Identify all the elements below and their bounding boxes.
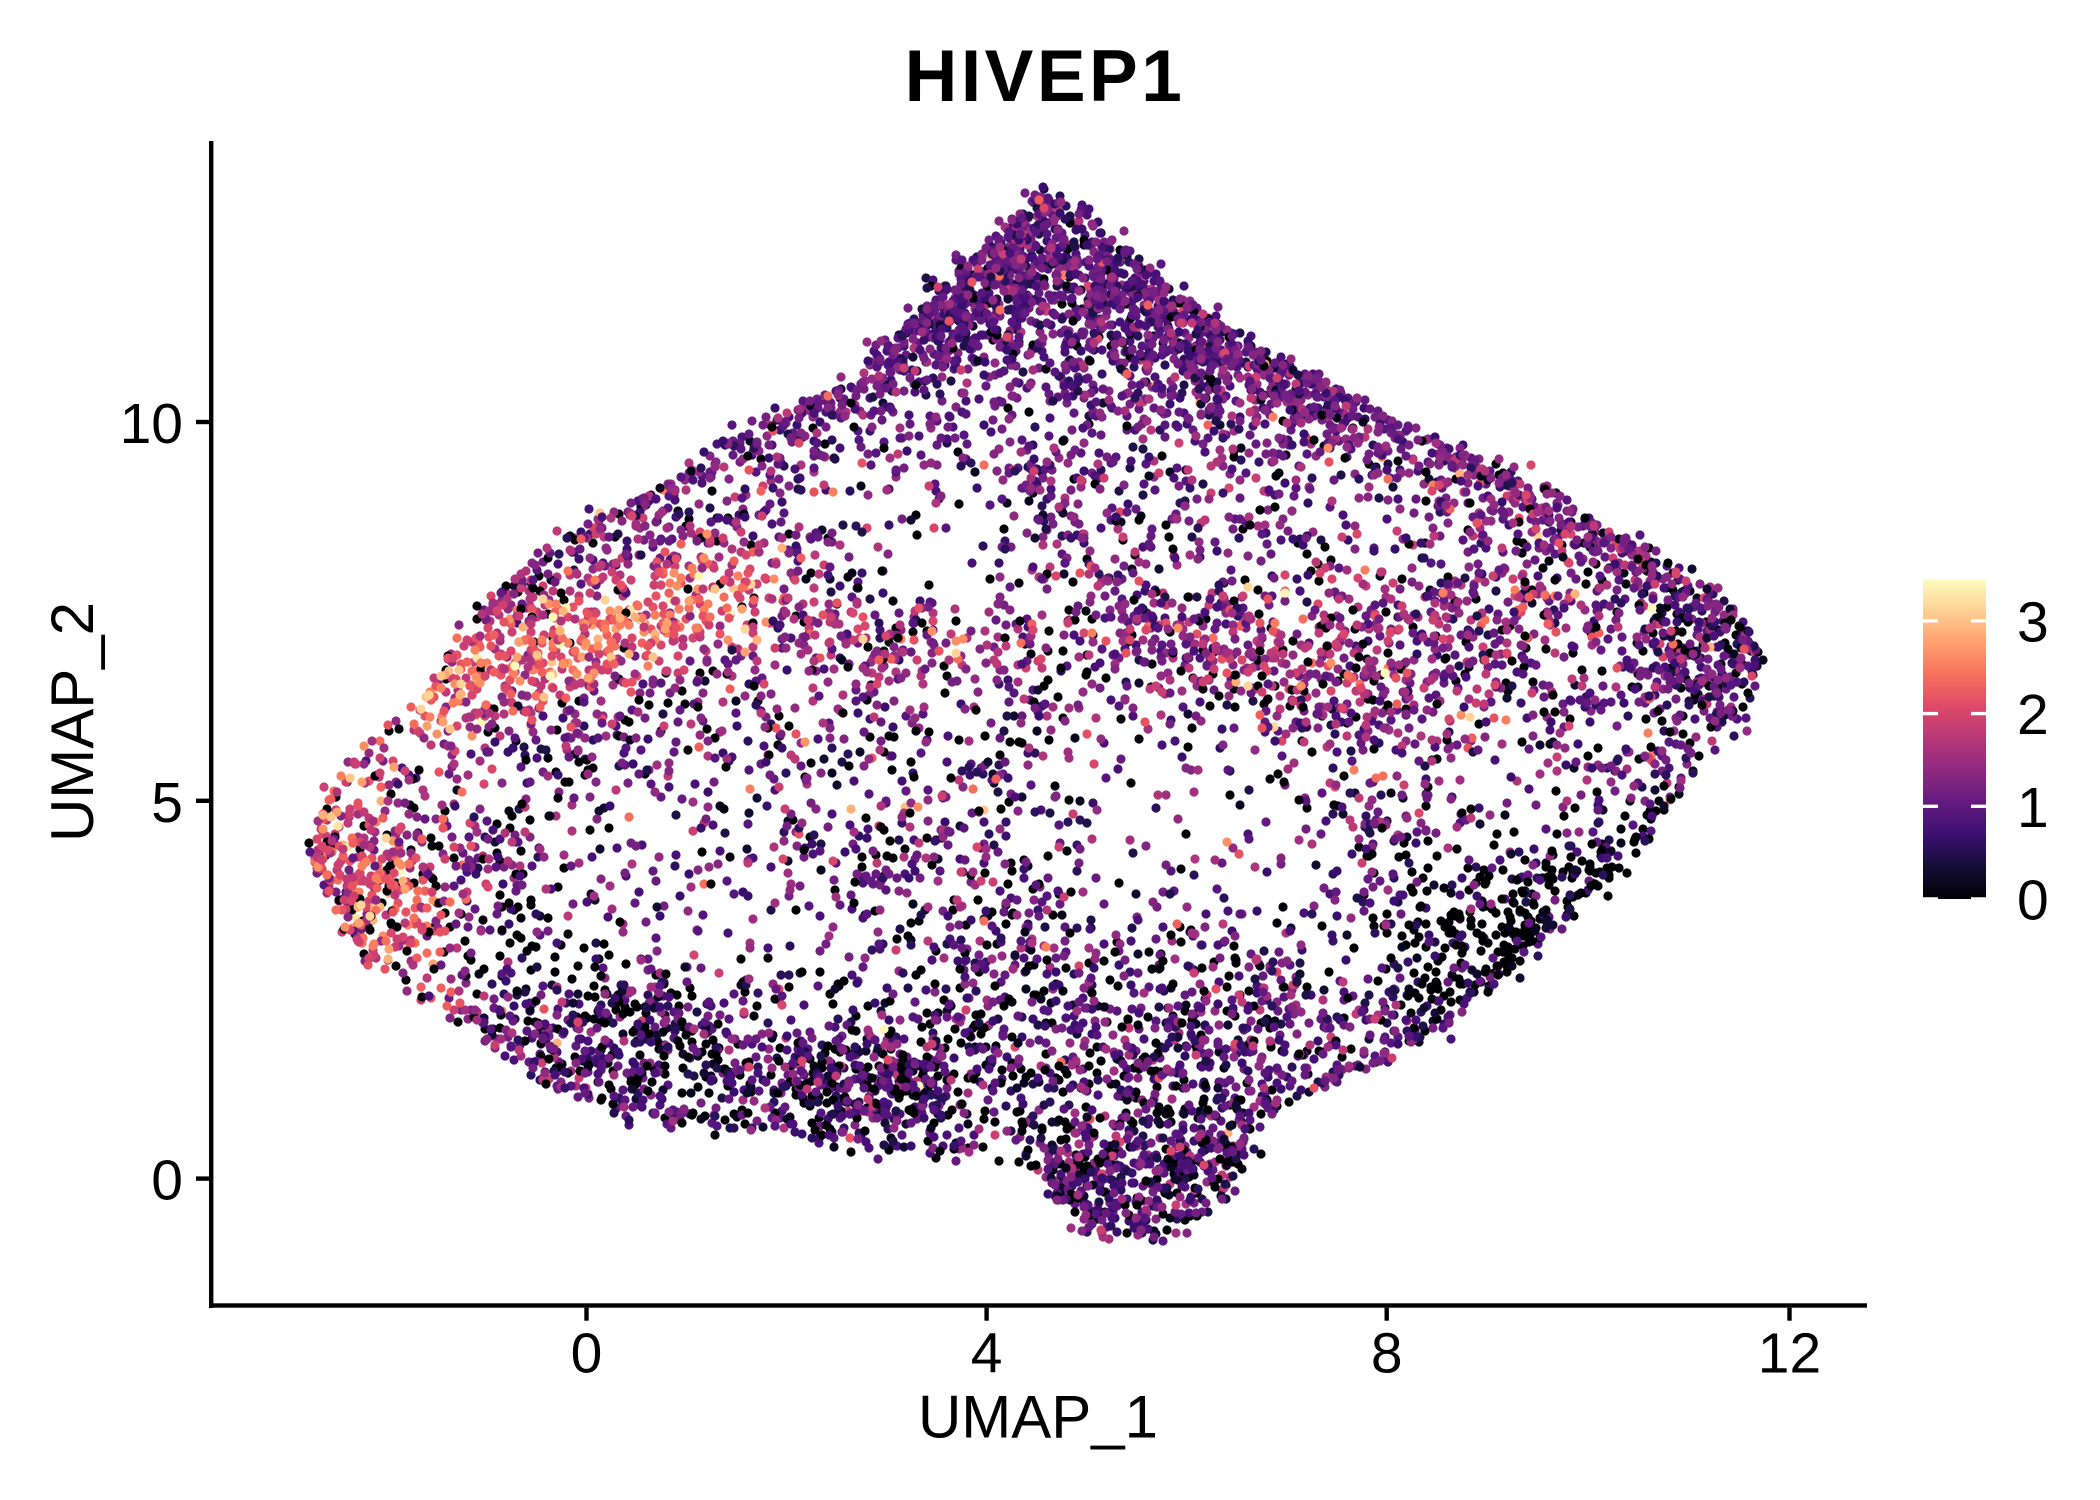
svg-text:UMAP_1: UMAP_1 bbox=[918, 1384, 1158, 1451]
svg-text:12: 12 bbox=[1758, 1322, 1821, 1386]
svg-text:5: 5 bbox=[151, 771, 183, 835]
svg-text:2: 2 bbox=[2017, 683, 2049, 747]
svg-text:0: 0 bbox=[571, 1322, 603, 1386]
svg-text:1: 1 bbox=[2017, 776, 2049, 840]
svg-text:8: 8 bbox=[1371, 1322, 1403, 1386]
svg-text:3: 3 bbox=[2017, 590, 2049, 654]
svg-text:0: 0 bbox=[2017, 869, 2049, 933]
svg-text:HIVEP1: HIVEP1 bbox=[905, 36, 1186, 117]
svg-text:0: 0 bbox=[151, 1149, 183, 1213]
svg-text:4: 4 bbox=[971, 1322, 1003, 1386]
svg-text:10: 10 bbox=[120, 392, 183, 456]
svg-text:UMAP_2: UMAP_2 bbox=[39, 602, 106, 842]
